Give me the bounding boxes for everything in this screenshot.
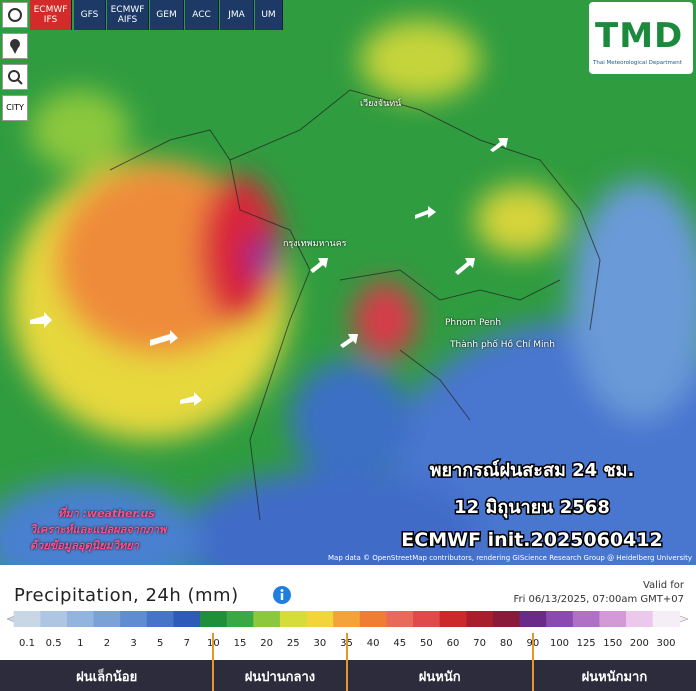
legend-title: Precipitation, 24h (mm) (14, 585, 239, 606)
scale-swatch (599, 611, 627, 627)
category-label: ฝนหนักมาก (581, 670, 648, 685)
location-button[interactable] (2, 33, 28, 59)
scale-swatch (66, 611, 95, 627)
scale-label: 3 (130, 638, 136, 649)
category-label: ฝนปานกลาง (244, 670, 316, 685)
scale-swatch (359, 611, 387, 627)
scale-swatch (40, 611, 68, 627)
city-button[interactable]: CITY (2, 95, 28, 121)
valid-label: Valid for (642, 580, 684, 591)
scale-label: 45 (393, 638, 406, 649)
legend: Precipitation, 24h (mm) Valid for Fri 06… (0, 565, 696, 691)
scale-swatch (386, 611, 414, 627)
scale-swatch (93, 611, 121, 627)
scale-swatch (439, 611, 467, 627)
scale-label: 20 (260, 638, 273, 649)
model-tab[interactable]: GEM (150, 0, 184, 30)
logo-title: TMD (595, 16, 684, 56)
scale-swatch (146, 611, 174, 627)
scale-label: 200 (630, 638, 649, 649)
scale-label: 70 (473, 638, 486, 649)
scale-label: 150 (603, 638, 622, 649)
scale-swatch (413, 611, 441, 627)
model-tab[interactable]: JMA (220, 0, 254, 30)
logo-subtitle: Thai Meteorological Department (593, 60, 682, 66)
model-tab[interactable]: ECMWF AIFS (107, 0, 149, 30)
scale-label: 30 (314, 638, 327, 649)
map-canvas (0, 0, 696, 565)
map: ECMWF IFS GFS ECMWF AIFS GEM ACC JMA UM CITY T… (0, 0, 696, 565)
scale-label: 100 (550, 638, 569, 649)
model-tab[interactable]: UM (255, 0, 283, 30)
scale-label: 50 (420, 638, 433, 649)
logo: TMD Thai Meteorological Department (589, 2, 693, 74)
scale-label: 25 (287, 638, 300, 649)
scale-swatch (519, 611, 547, 627)
zoom-button[interactable] (2, 64, 28, 90)
headline-line: ECMWF init.2025060412 (400, 528, 664, 553)
place-label: กรุงเทพมหานคร (283, 239, 347, 249)
scale-label: 7 (184, 638, 190, 649)
category-divider (345, 633, 348, 691)
valid-time: Fri 06/13/2025, 07:00am GMT+07 (513, 594, 684, 605)
scale-swatch (546, 611, 574, 627)
category-band: ฝนเล็กน้อย ฝนปานกลาง ฝนหนัก ฝนหนักมาก (0, 660, 696, 691)
headline-line: พยากรณ์ฝนสะสม 24 ชม. (428, 459, 636, 483)
scale-label: 5 (157, 638, 163, 649)
category-divider (212, 633, 215, 691)
place-label: เวียงจันทน์ (360, 99, 402, 109)
source-line: วิเคราะห์และแปลผลจากภาพ (30, 523, 167, 536)
category-divider (531, 633, 534, 691)
model-tab[interactable]: ACC (185, 0, 219, 30)
scale-swatch (572, 611, 600, 627)
attribution: Map data © OpenStreetMap contributors, r… (328, 554, 692, 562)
headline-line: 12 มิถุนายน 2568 (453, 496, 612, 520)
refresh-button[interactable] (2, 2, 28, 28)
scale-swatch (27, 611, 41, 627)
place-label: Phnom Penh (445, 318, 502, 328)
scale-swatch (306, 611, 334, 627)
model-tab[interactable]: ECMWF IFS (30, 0, 72, 30)
scale-swatch (626, 611, 654, 627)
scale-swatch (253, 611, 281, 627)
source-line: ที่มา :weather.us (58, 507, 155, 520)
model-tab[interactable]: GFS (74, 0, 106, 30)
color-scale: 0.10.51235710152025303540455060708090100… (6, 610, 689, 649)
scale-swatch (652, 611, 680, 627)
place-label: Thành phố Hồ Chí Minh (450, 340, 555, 350)
scale-label: 80 (500, 638, 513, 649)
scale-label: 15 (234, 638, 247, 649)
scale-swatch (466, 611, 494, 627)
scale-label: 1 (77, 638, 83, 649)
scale-swatch (492, 611, 521, 627)
info-icon[interactable] (272, 585, 292, 605)
scale-swatch (120, 611, 148, 627)
category-label: ฝนหนัก (418, 670, 461, 685)
source-line: ด้วยข้อมูลอุตุนิยมวิทยา (30, 539, 139, 552)
scale-swatch (333, 611, 361, 627)
scale-label: 0.5 (46, 638, 62, 649)
scale-label: 60 (447, 638, 460, 649)
scale-swatch (173, 611, 201, 627)
scale-label: 40 (367, 638, 380, 649)
scale-label: 300 (656, 638, 675, 649)
scale-swatch (279, 611, 308, 627)
scale-swatch (200, 611, 228, 627)
scale-label: 2 (104, 638, 110, 649)
scale-label: 0.1 (19, 638, 35, 649)
scale-label: 125 (577, 638, 596, 649)
category-label: ฝนเล็กน้อย (76, 670, 138, 685)
scale-swatch (226, 611, 254, 627)
